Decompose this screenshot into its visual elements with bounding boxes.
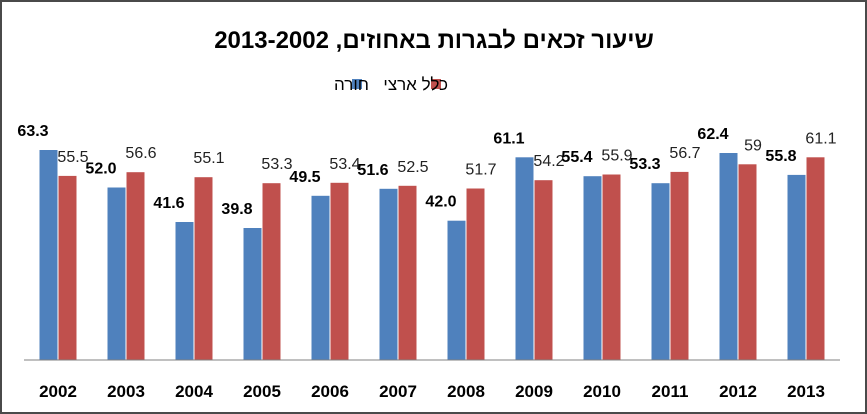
bar-hura-2010 <box>583 176 602 360</box>
value-label-national-2005: 53.3 <box>261 156 292 173</box>
bar-national-2008 <box>466 188 485 360</box>
bar-hura-2011 <box>651 183 670 360</box>
x-tick-label-2008: 2008 <box>447 382 485 401</box>
bar-hura-2009 <box>515 157 534 360</box>
value-label-national-2013: 61.1 <box>805 130 836 147</box>
bar-hura-2007 <box>379 188 398 360</box>
bar-hura-2012 <box>719 153 738 360</box>
bar-national-2002 <box>58 175 77 360</box>
bar-hura-2002 <box>39 150 58 360</box>
x-tick-label-2003: 2003 <box>107 382 145 401</box>
x-tick-label-2005: 2005 <box>243 382 281 401</box>
x-tick-label-2006: 2006 <box>311 382 349 401</box>
chart-title: שיעור זכאים לבגרות באחוזים, 2013-2002 <box>214 27 654 54</box>
value-label-hura-2010: 55.4 <box>561 149 592 166</box>
value-label-national-2010: 55.9 <box>601 148 632 165</box>
value-label-national-2009: 54.2 <box>533 153 564 170</box>
value-label-national-2012: 59 <box>744 137 762 154</box>
bar-national-2009 <box>534 180 553 360</box>
x-tick-label-2004: 2004 <box>175 382 213 401</box>
x-tick-label-2011: 2011 <box>652 382 689 401</box>
value-label-hura-2011: 53.3 <box>629 156 660 173</box>
x-tick-label-2009: 2009 <box>515 382 553 401</box>
value-label-national-2003: 56.6 <box>125 145 156 162</box>
bar-national-2011 <box>670 171 689 360</box>
bars-group <box>39 150 825 360</box>
value-label-hura-2004: 41.6 <box>153 195 184 212</box>
value-label-hura-2009: 61.1 <box>493 130 524 147</box>
value-label-national-2002: 55.5 <box>57 149 88 166</box>
value-label-hura-2006: 49.5 <box>289 169 320 186</box>
value-label-national-2006: 53.4 <box>329 156 360 173</box>
bar-hura-2006 <box>311 195 330 360</box>
x-tick-label-2010: 2010 <box>583 382 621 401</box>
bar-national-2013 <box>806 157 825 360</box>
bar-national-2006 <box>330 182 349 360</box>
value-labels-group: 63.355.552.056.641.655.139.853.349.553.4… <box>17 123 836 218</box>
x-tick-label-2002: 2002 <box>39 382 77 401</box>
bar-hura-2008 <box>447 220 466 360</box>
value-label-hura-2013: 55.8 <box>765 148 796 165</box>
value-label-national-2004: 55.1 <box>193 150 224 167</box>
legend-label-national: כלל ארצי <box>383 75 448 94</box>
bar-national-2007 <box>398 185 417 360</box>
value-label-hura-2012: 62.4 <box>697 126 728 143</box>
x-tick-label-2012: 2012 <box>719 382 757 401</box>
x-tick-label-2013: 2013 <box>787 382 825 401</box>
bar-national-2012 <box>738 164 757 360</box>
bar-national-2004 <box>194 177 213 360</box>
value-label-national-2007: 52.5 <box>397 159 428 176</box>
bar-hura-2005 <box>243 228 262 360</box>
value-label-hura-2003: 52.0 <box>85 161 116 178</box>
legend-swatch-hura <box>352 79 362 89</box>
value-label-national-2008: 51.7 <box>465 162 496 179</box>
bar-national-2005 <box>262 183 281 360</box>
bar-hura-2004 <box>175 222 194 360</box>
legend-swatch-national <box>431 79 441 89</box>
value-label-hura-2002: 63.3 <box>17 123 48 140</box>
legend: חורה כלל ארצי <box>334 75 448 94</box>
value-label-hura-2008: 42.0 <box>425 194 456 211</box>
bar-hura-2003 <box>107 187 126 360</box>
bar-national-2003 <box>126 172 145 360</box>
x-tick-label-2007: 2007 <box>379 382 417 401</box>
value-label-hura-2007: 51.6 <box>357 162 388 179</box>
x-tick-labels: 2002 2003 2004 2005 2006 2007 2008 2009 2010 2011… <box>39 382 825 401</box>
value-label-hura-2005: 39.8 <box>221 201 252 218</box>
bar-national-2010 <box>602 174 621 360</box>
legend-label-hura: חורה <box>334 75 369 94</box>
bar-hura-2013 <box>787 174 806 360</box>
value-label-national-2011: 56.7 <box>669 145 700 162</box>
